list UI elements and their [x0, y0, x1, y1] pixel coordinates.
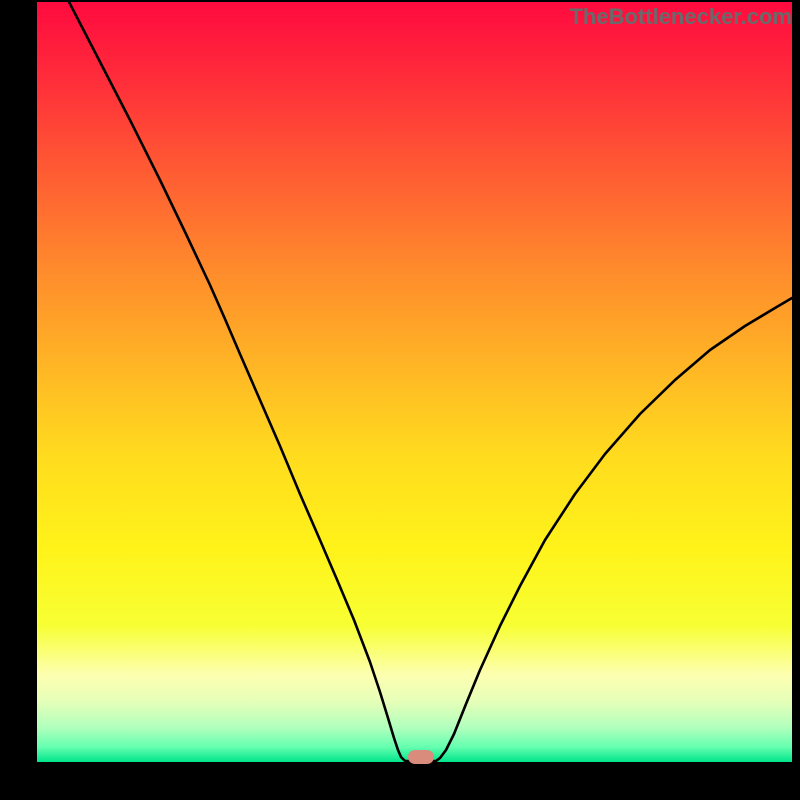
- watermark-text: TheBottlenecker.com: [569, 4, 792, 30]
- chart-stage: TheBottlenecker.com: [0, 0, 800, 800]
- chart-svg: [0, 0, 800, 800]
- plot-area: [37, 2, 792, 762]
- optimal-marker: [408, 750, 434, 764]
